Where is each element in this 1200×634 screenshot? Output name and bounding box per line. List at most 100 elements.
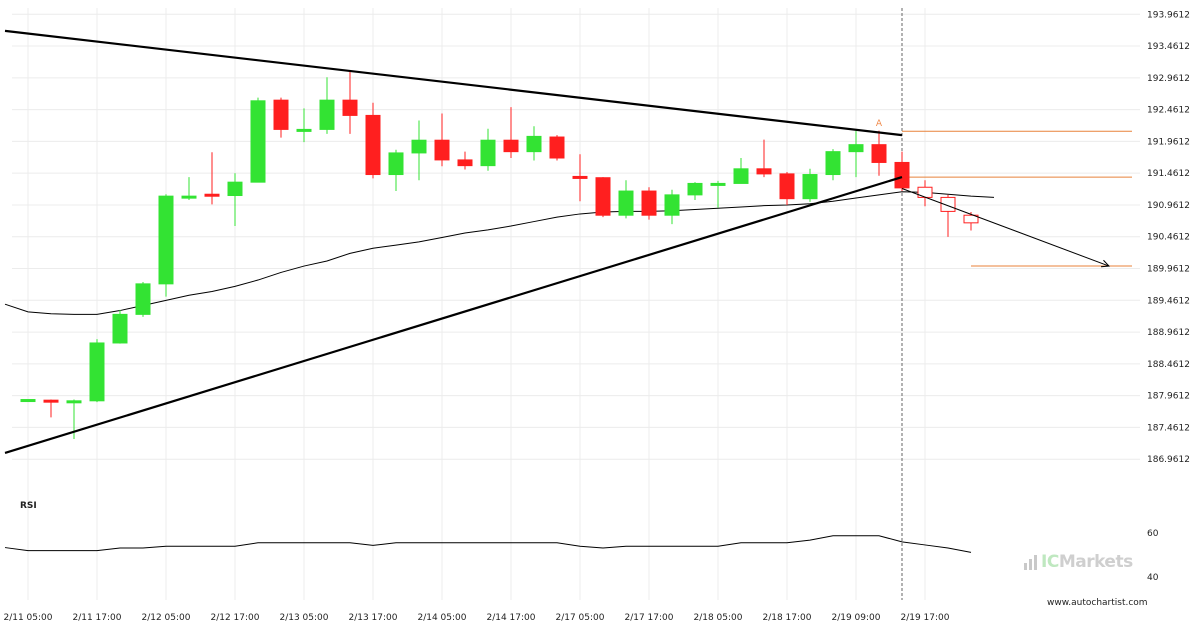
candle-body <box>917 186 933 198</box>
candle-body <box>342 99 358 116</box>
x-tick-label: 2/13 05:00 <box>279 613 328 623</box>
candle-body <box>204 193 220 197</box>
resistance-trendline <box>4 29 903 137</box>
projected-candle <box>940 194 956 237</box>
candle-body <box>227 181 243 197</box>
y-tick-label: 188.9612 <box>1147 328 1190 338</box>
candle <box>503 107 519 159</box>
candle-body <box>388 152 404 176</box>
candle <box>871 130 887 176</box>
y-tick-label: 189.9612 <box>1147 265 1190 275</box>
candle <box>756 139 772 178</box>
projected-candle <box>917 180 933 207</box>
candle-body <box>733 168 749 184</box>
y-tick-label: 191.9612 <box>1147 137 1190 147</box>
candle-body <box>158 195 174 285</box>
candle <box>204 152 220 205</box>
candle-body <box>411 139 427 154</box>
candle-body <box>595 177 611 216</box>
candle <box>365 102 381 179</box>
y-tick-label: 193.9612 <box>1147 10 1190 20</box>
candle <box>664 189 680 225</box>
moving-average-line <box>4 191 995 315</box>
pattern-label: A <box>876 119 883 129</box>
candle-body <box>457 159 473 167</box>
candle-body <box>319 99 335 130</box>
candle <box>89 339 105 403</box>
candle <box>802 168 818 202</box>
candle-body <box>89 342 105 402</box>
candle <box>411 120 427 181</box>
candle-body <box>572 175 588 179</box>
y-tick-label: 190.9612 <box>1147 201 1190 211</box>
candle <box>43 399 59 418</box>
x-tick-label: 2/11 17:00 <box>72 613 121 623</box>
forecast-arrowhead <box>1100 259 1111 268</box>
grid <box>12 8 1140 600</box>
candle-body <box>526 135 542 153</box>
y-tick-label: 187.4612 <box>1147 423 1190 433</box>
rsi-tick-label: 40 <box>1147 573 1159 583</box>
candle <box>894 151 910 192</box>
candle-body <box>664 194 680 216</box>
candle <box>158 194 174 297</box>
candle <box>227 173 243 227</box>
candle-body <box>181 195 197 199</box>
x-tick-label: 2/14 05:00 <box>417 613 466 623</box>
candle-body <box>871 144 887 163</box>
candle-body <box>434 139 450 161</box>
candle-body <box>687 182 703 196</box>
y-tick-label: 192.9612 <box>1147 74 1190 84</box>
candle-body <box>365 114 381 176</box>
rsi-tick-label: 60 <box>1147 529 1159 539</box>
candle <box>526 126 542 161</box>
y-tick-label: 187.9612 <box>1147 392 1190 402</box>
watermark-markets: Markets <box>1058 552 1133 572</box>
watermark-ic: IC <box>1041 552 1059 572</box>
y-tick-label: 192.4612 <box>1147 106 1190 116</box>
bars-logo-icon <box>1024 554 1037 570</box>
candle-body <box>940 196 956 212</box>
x-tick-label: 2/17 17:00 <box>624 613 673 623</box>
candle-body <box>641 190 657 216</box>
candle-body <box>825 151 841 176</box>
trendlines <box>4 29 1111 454</box>
candle <box>779 171 795 206</box>
support-trendline <box>4 176 903 454</box>
projected-candle <box>963 212 979 231</box>
candle-body <box>756 168 772 175</box>
y-tick-label: 193.4612 <box>1147 42 1190 52</box>
candle <box>434 113 450 167</box>
candle-body <box>710 182 726 186</box>
rsi-label: RSI <box>20 501 37 511</box>
candle <box>825 149 841 181</box>
y-tick-label: 189.4612 <box>1147 296 1190 306</box>
candle <box>319 77 335 134</box>
candle-body <box>273 99 289 130</box>
rsi-panel: RSI 60 40 <box>4 501 1159 583</box>
x-tick-label: 2/12 05:00 <box>141 613 190 623</box>
candle <box>342 70 358 134</box>
candle-body <box>618 190 634 216</box>
candle <box>135 281 151 317</box>
candle <box>572 154 588 202</box>
x-tick-label: 2/11 05:00 <box>3 613 52 623</box>
candle <box>388 149 404 192</box>
candle-body <box>250 100 266 183</box>
y-tick-label: 191.4612 <box>1147 169 1190 179</box>
x-tick-label: 2/18 17:00 <box>762 613 811 623</box>
target-levels <box>902 130 1132 267</box>
x-tick-label: 2/19 17:00 <box>900 613 949 623</box>
x-tick-label: 2/18 05:00 <box>693 613 742 623</box>
site-url: www.autochartist.com <box>1047 598 1148 608</box>
candle-body <box>894 161 910 189</box>
x-tick-label: 2/19 09:00 <box>831 613 880 623</box>
candle <box>687 182 703 200</box>
candle-body <box>112 313 128 344</box>
candle <box>273 97 289 138</box>
y-tick-label: 190.4612 <box>1147 233 1190 243</box>
candle <box>112 309 128 344</box>
candle <box>296 108 312 143</box>
